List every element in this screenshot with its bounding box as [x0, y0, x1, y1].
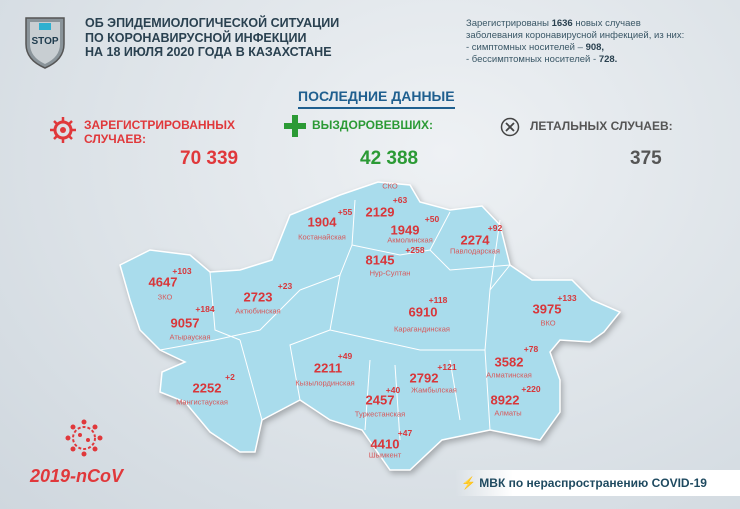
region-total: 2723 [243, 289, 273, 305]
region-delta: +23 [277, 281, 293, 291]
region-name: Костанайская [298, 232, 346, 242]
lightning-icon: ⚡ [461, 476, 476, 490]
deaths-value: 375 [630, 148, 662, 169]
region-total: 2457 [365, 392, 395, 408]
region-name: Акмолинская [387, 235, 433, 245]
region-name: Жамбылская [411, 385, 457, 395]
region-total: 1904 [307, 214, 337, 230]
region-name: Атырауская [169, 332, 211, 342]
recovered-label: ВЫЗДОРОВЕВШИХ: [312, 118, 434, 132]
region-total: 9057 [170, 315, 200, 331]
region-total: 2211 [313, 360, 343, 376]
region-delta: +55 [337, 207, 353, 217]
stop-shield-logo: STOP [25, 17, 65, 69]
region-total: 2129 [365, 204, 395, 220]
region-name: Алматы [494, 408, 522, 418]
region-total: 4410 [370, 436, 400, 452]
region-delta: +133 [557, 293, 577, 303]
region-delta: +103 [172, 266, 192, 276]
registered-label: ЗАРЕГИСТРИРОВАННЫХ СЛУЧАЕВ: [84, 118, 235, 146]
title-line: НА 18 ИЮЛЯ 2020 ГОДА В КАЗАХСТАНЕ [85, 45, 332, 59]
region-total: 8922 [490, 392, 520, 408]
recovered-value: 42 388 [360, 148, 419, 169]
region-name: Актюбинская [235, 306, 281, 316]
region-total: 4647 [148, 274, 178, 290]
region-delta: +258 [405, 245, 425, 255]
region-total: 1949 [390, 222, 420, 238]
region-total: 6910 [408, 304, 438, 320]
region-total: 3582 [494, 354, 524, 370]
region-total: 8145 [365, 252, 395, 268]
svg-text:STOP: STOP [31, 36, 58, 47]
region-name: ВКО [540, 318, 556, 328]
virus-icon [50, 117, 76, 143]
cross-circle-icon [500, 117, 520, 137]
registered-value: 70 339 [180, 148, 239, 169]
new-cases-info: Зарегистрированы 1636 новых случаев забо… [466, 18, 685, 65]
region-name: Шымкент [368, 450, 402, 460]
region-name: Туркестанская [354, 409, 406, 419]
region-name: Павлодарская [450, 246, 500, 256]
region-delta: +220 [521, 384, 541, 394]
region-total: 2252 [192, 380, 222, 396]
region-name: ЗКО [157, 292, 173, 302]
region-total: 2274 [460, 232, 490, 248]
region-delta: +184 [195, 304, 215, 314]
latest-data-heading: ПОСЛЕДНИЕ ДАННЫЕ [298, 88, 455, 109]
region-name: Нур-Султан [369, 268, 411, 278]
region-delta: +121 [437, 362, 457, 372]
region-delta: +50 [424, 214, 440, 224]
region-delta: +63 [392, 195, 408, 205]
region-name: Карагандинская [394, 324, 450, 334]
region-delta: +2 [225, 372, 235, 382]
region-name: Алматинская [486, 370, 532, 380]
mvk-footer: ⚡ МВК по нераспространению COVID-19 [455, 470, 740, 496]
title-line: ПО КОРОНАВИРУСНОЙ ИНФЕКЦИИ [85, 30, 307, 45]
ncov-label: 2019-nCoV [30, 466, 124, 486]
region-delta: +40 [385, 385, 401, 395]
region-total: 3975 [532, 301, 562, 317]
title-line: ОБ ЭПИДЕМИОЛОГИЧЕСКОЙ СИТУАЦИИ [85, 16, 340, 30]
region-delta: +49 [337, 351, 353, 361]
page-title: ОБ ЭПИДЕМИОЛОГИЧЕСКОЙ СИТУАЦИИ ПО КОРОНА… [85, 16, 385, 60]
region-name: Мангистауская [176, 397, 228, 407]
region-name: СКО [382, 181, 398, 191]
plus-icon [284, 115, 306, 137]
region-delta: +92 [487, 223, 503, 233]
region-delta: +118 [428, 295, 448, 305]
region-name: Кызылординская [295, 378, 355, 388]
region-total: 2792 [409, 370, 439, 386]
region-delta: +47 [397, 428, 413, 438]
virus-icon [65, 419, 103, 457]
region-delta: +78 [523, 344, 539, 354]
deaths-label: ЛЕТАЛЬНЫХ СЛУЧАЕВ: [530, 119, 673, 133]
